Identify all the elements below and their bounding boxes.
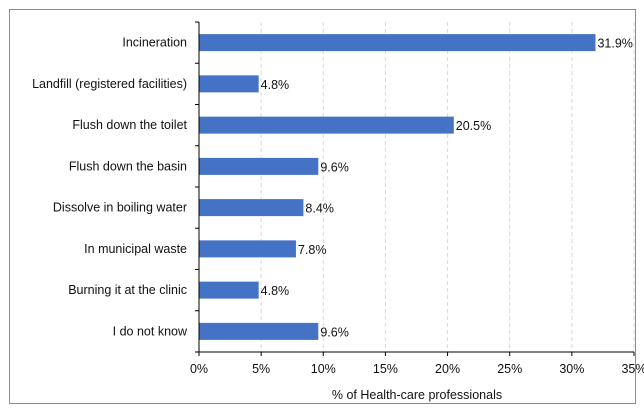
bar <box>199 322 319 340</box>
x-tick-label: 15% <box>373 362 398 376</box>
data-label: 7.8% <box>298 243 327 257</box>
data-label: 20.5% <box>456 119 491 133</box>
category-label: Incineration <box>122 36 187 50</box>
y-axis: Incineration Landfill (registered facilit… <box>32 21 200 353</box>
bar <box>199 199 304 217</box>
x-tick-label: 0% <box>190 362 208 376</box>
x-tick-label: 10% <box>311 362 336 376</box>
bar <box>199 281 259 299</box>
category-label: I do not know <box>113 324 188 338</box>
gridlines <box>260 22 635 352</box>
x-tick-label: 25% <box>497 362 522 376</box>
bars: 31.9% 4.8% 20.5% 9.6% 8.4% 7.8% 4.8% 9.6% <box>199 34 633 340</box>
chart-frame <box>9 9 636 404</box>
category-label: Flush down the toilet <box>72 118 187 132</box>
bar <box>199 75 259 93</box>
x-tick-label: 30% <box>559 362 584 376</box>
category-label: Flush down the basin <box>69 159 187 173</box>
category-label: Dissolve in boiling water <box>53 201 187 215</box>
x-axis: 0% 5% 10% 15% 20% 25% 30% 35% <box>190 351 644 376</box>
bar <box>199 240 296 258</box>
data-label: 4.8% <box>261 78 290 92</box>
data-label: 8.4% <box>305 202 334 216</box>
category-label: In municipal waste <box>84 242 187 256</box>
x-tick-label: 20% <box>435 362 460 376</box>
data-label: 31.9% <box>597 37 632 51</box>
bar <box>199 116 454 134</box>
data-label: 9.6% <box>320 160 349 174</box>
x-tick-label: 5% <box>252 362 270 376</box>
bar <box>199 157 319 175</box>
category-label: Landfill (registered facilities) <box>32 77 187 91</box>
category-label: Burning it at the clinic <box>68 283 187 297</box>
x-axis-title: % of Health-care professionals <box>332 388 502 402</box>
data-label: 9.6% <box>320 325 349 339</box>
bar <box>199 34 596 52</box>
data-label: 4.8% <box>261 284 290 298</box>
x-tick-label: 35% <box>621 362 644 376</box>
